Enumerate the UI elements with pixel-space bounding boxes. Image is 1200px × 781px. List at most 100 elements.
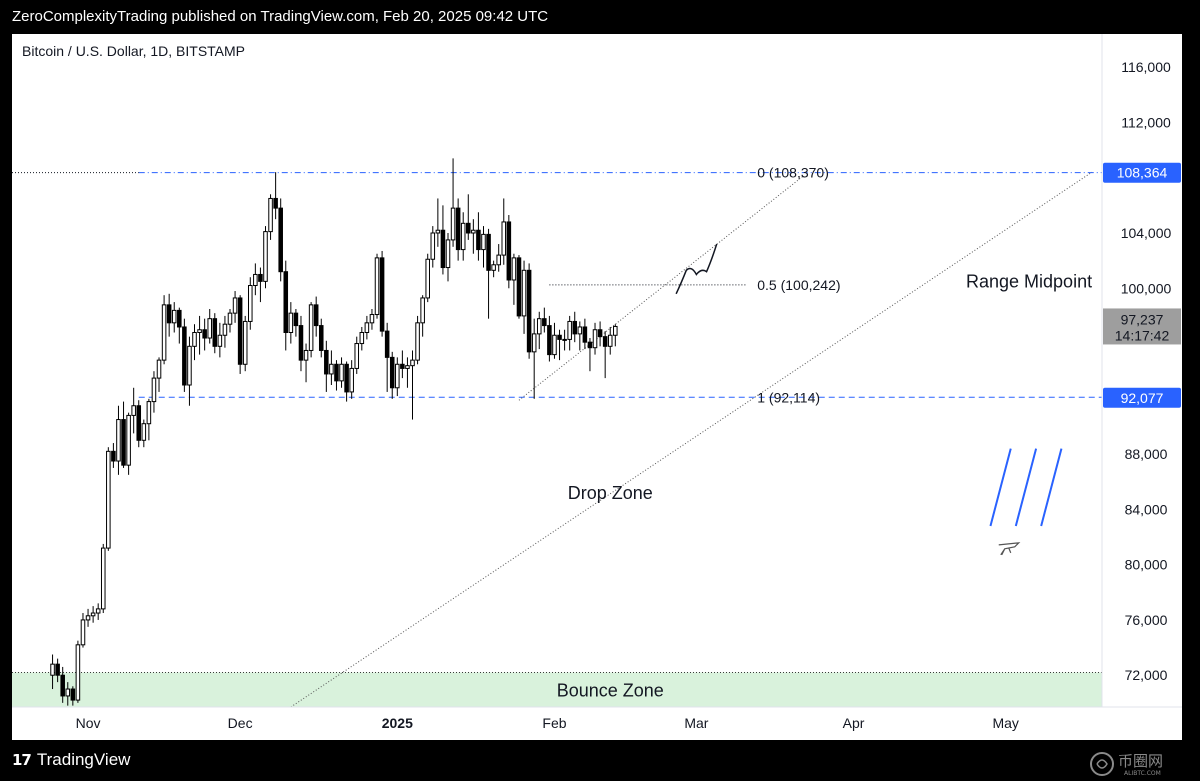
chart-frame[interactable]: 0 (108,370) 0.5 (100,242) 1 (92,114) Range … (12, 34, 1182, 740)
candle-body-down (466, 222, 471, 234)
candle (552, 322, 557, 359)
candle (187, 336, 192, 406)
candle-body-up (227, 312, 233, 325)
candle-body-up (116, 419, 121, 462)
candle (217, 322, 223, 358)
candle (268, 194, 273, 240)
candle (486, 228, 491, 319)
candle-body-up (567, 320, 572, 340)
candle (542, 307, 547, 333)
candle-body-down (258, 273, 263, 282)
candle-body-up (151, 377, 157, 403)
price-label-text: 92,077 (1121, 390, 1164, 406)
candle (298, 315, 304, 372)
candle (60, 666, 65, 703)
candle (141, 419, 147, 448)
price-label-bg (1103, 387, 1181, 408)
candle-body-up (450, 207, 456, 241)
candle (283, 260, 289, 351)
candle-body-down (283, 271, 289, 333)
candle (562, 329, 567, 351)
candle (597, 321, 603, 347)
candle-body-up (491, 264, 496, 271)
candle-body-up (369, 314, 375, 324)
candle (288, 302, 294, 344)
candle (237, 295, 243, 374)
annotation-label: Drop Zone (568, 483, 653, 503)
candle (121, 401, 126, 468)
chart-title: Bitcoin / U.S. Dollar, 1D, BITSTAMP (22, 43, 245, 59)
fib-level-label: 0.5 (100,242) (757, 277, 840, 293)
x-tick-label: 2025 (382, 715, 413, 731)
candle-body-down (324, 349, 329, 375)
candle-body-down (389, 356, 395, 389)
candle (70, 686, 76, 706)
candle-body-up (496, 254, 501, 266)
candle (232, 291, 238, 323)
candle (248, 277, 253, 330)
candle (506, 215, 512, 289)
candle-body-down (136, 405, 142, 441)
candle-body-up (329, 363, 334, 375)
candle-body-down (55, 663, 60, 676)
candle (430, 226, 436, 268)
candle-body-down (212, 318, 218, 347)
candle-body-up (187, 345, 192, 386)
candle (192, 324, 197, 361)
candle (369, 309, 375, 330)
candle-body-up (395, 363, 400, 389)
candle (90, 606, 96, 623)
candle (222, 315, 228, 348)
candle-body-up (131, 405, 136, 416)
candle (491, 260, 496, 278)
candle (410, 350, 415, 420)
candle-body-up (562, 338, 567, 341)
candle-body-down (557, 334, 562, 340)
candle-body-up (50, 663, 55, 676)
candle-body-up (248, 285, 253, 322)
candle-body-up (161, 304, 167, 361)
candle-body-up (420, 297, 425, 324)
candle-body-down (334, 363, 339, 382)
candle (466, 194, 471, 240)
x-tick-label: Apr (843, 715, 865, 731)
candle (100, 543, 106, 614)
current-price-text: 97,237 (1121, 311, 1164, 327)
candle-body-up (349, 367, 354, 393)
candle-body-up (613, 325, 618, 336)
candle-body-up (146, 401, 152, 425)
candle-body-down (400, 363, 405, 369)
candle-body-up (577, 326, 583, 335)
candle (450, 158, 456, 247)
candle-body-down (177, 309, 182, 328)
candle (106, 447, 111, 551)
candle-body-up (85, 615, 91, 621)
candle (339, 357, 344, 388)
candle-body-down (597, 329, 603, 338)
candle-body-down (166, 304, 172, 324)
candle-body-up (592, 329, 598, 349)
candle (303, 343, 309, 383)
bird-sketch-icon (998, 542, 1021, 556)
candle (151, 371, 157, 413)
bounce-zone-rect (12, 672, 1102, 707)
candle (536, 311, 542, 350)
candle (85, 608, 91, 627)
price-label[interactable]: 108,364 (1103, 162, 1181, 183)
tradingview-logo-icon: 17 (12, 751, 32, 769)
candle-body-up (222, 323, 228, 336)
candle (171, 302, 177, 333)
candle-body-down (516, 257, 522, 317)
candlestick-chart[interactable]: 0 (108,370) 0.5 (100,242) 1 (92,114) Range … (12, 34, 1182, 740)
candle (293, 309, 299, 337)
candle-body-up (232, 297, 238, 314)
y-tick-label: 100,000 (1121, 280, 1172, 296)
price-label[interactable]: 92,077 (1103, 387, 1181, 408)
drop-zone-stroke (1014, 448, 1038, 527)
candle-body-down (486, 233, 491, 271)
candle (161, 295, 167, 365)
tradingview-logo[interactable]: 17 TradingView (12, 750, 130, 770)
candle-body-up (430, 232, 436, 260)
candle (440, 205, 446, 275)
